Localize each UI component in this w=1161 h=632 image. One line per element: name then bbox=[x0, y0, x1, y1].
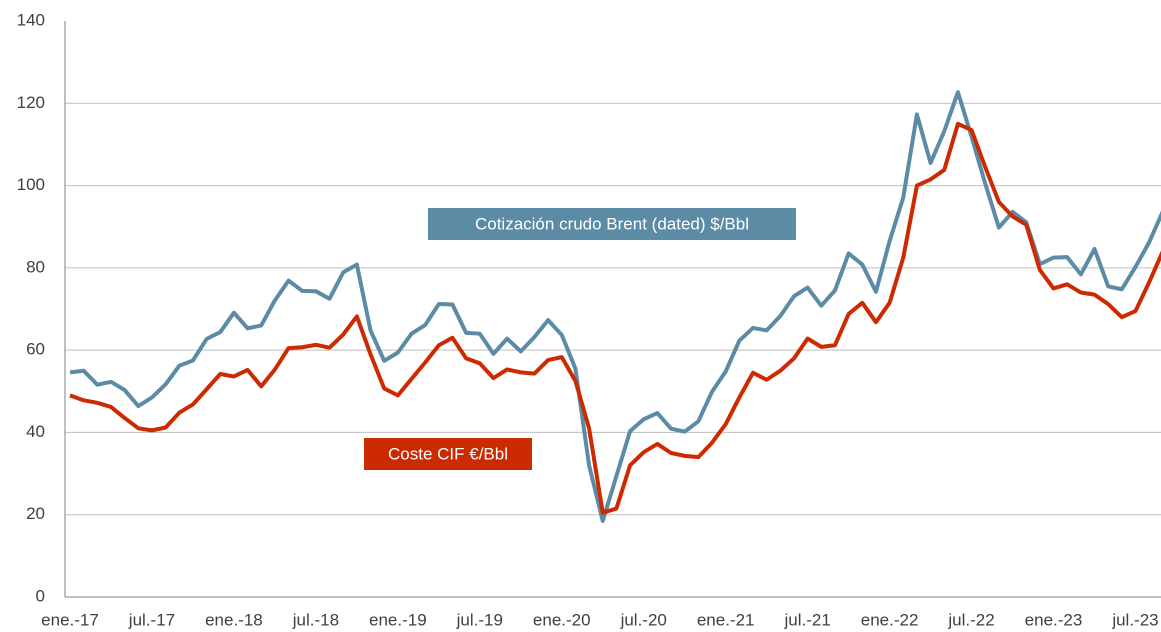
x-tick-label: ene.-17 bbox=[41, 610, 99, 629]
x-tick-label: jul.-22 bbox=[947, 610, 994, 629]
x-tick-label: jul.-21 bbox=[783, 610, 830, 629]
legend-box bbox=[428, 208, 796, 240]
x-tick-label: jul.-20 bbox=[620, 610, 667, 629]
x-tick-label: jul.-19 bbox=[456, 610, 503, 629]
x-tick-label: ene.-20 bbox=[533, 610, 591, 629]
x-tick-label: ene.-18 bbox=[205, 610, 263, 629]
y-tick-label: 80 bbox=[26, 257, 45, 276]
y-tick-label: 120 bbox=[17, 93, 45, 112]
x-tick-label: ene.-19 bbox=[369, 610, 427, 629]
legend-box bbox=[364, 438, 532, 470]
y-tick-label: 0 bbox=[36, 586, 45, 605]
y-tick-label: 100 bbox=[17, 175, 45, 194]
legend-label: Cotización crudo Brent (dated) $/Bbl bbox=[475, 214, 749, 233]
y-tick-label: 20 bbox=[26, 504, 45, 523]
x-tick-label: jul.-23 bbox=[1111, 610, 1158, 629]
x-tick-label: jul.-18 bbox=[292, 610, 339, 629]
y-tick-label: 40 bbox=[26, 422, 45, 441]
x-tick-label: jul.-17 bbox=[128, 610, 175, 629]
legend-label: Coste CIF €/Bbl bbox=[388, 444, 508, 463]
x-tick-label: ene.-21 bbox=[697, 610, 755, 629]
series-line bbox=[69, 121, 1161, 515]
y-tick-label: 60 bbox=[26, 340, 45, 359]
series-line bbox=[69, 90, 1161, 523]
x-tick-label: ene.-22 bbox=[861, 610, 919, 629]
x-tick-label: ene.-23 bbox=[1025, 610, 1083, 629]
y-tick-label: 140 bbox=[17, 10, 45, 29]
